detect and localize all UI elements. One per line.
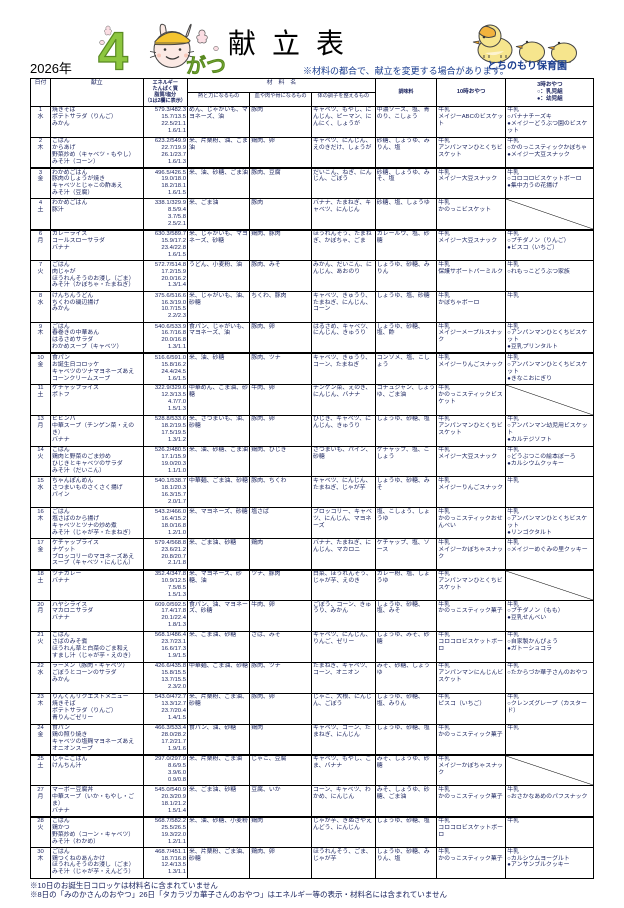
svg-text:がつ: がつ bbox=[186, 54, 226, 78]
svg-text:4: 4 bbox=[98, 22, 128, 80]
